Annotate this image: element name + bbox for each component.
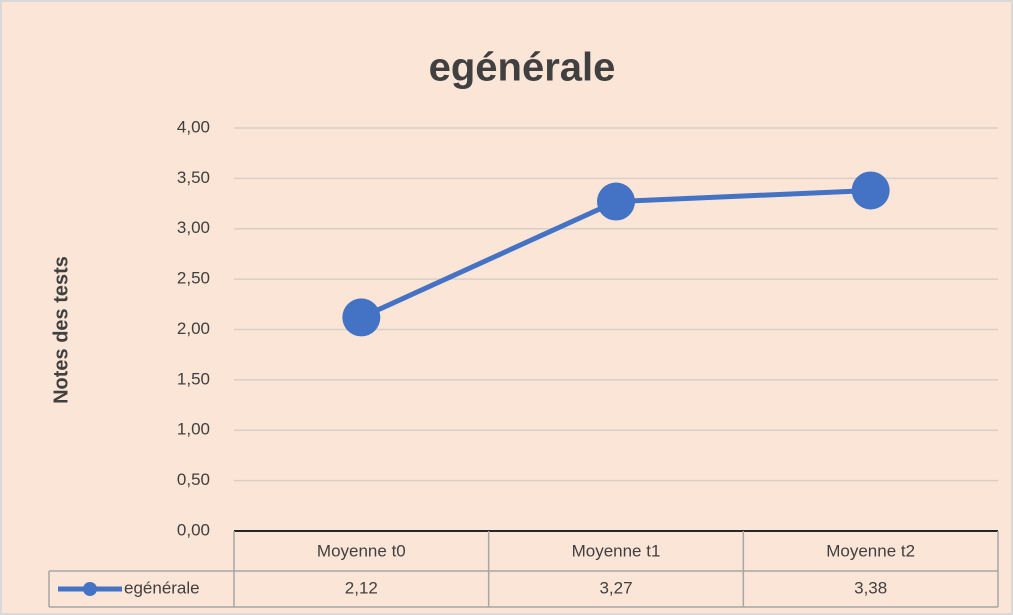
- data-table-value: 3,38: [854, 578, 887, 597]
- y-tick-label: 1,00: [177, 420, 210, 439]
- data-point: [851, 171, 890, 210]
- data-table-value: 3,27: [599, 578, 632, 597]
- y-tick-label: 0,00: [177, 520, 210, 539]
- y-tick-label: 4,00: [177, 117, 210, 136]
- legend-label: egénérale: [124, 578, 200, 597]
- chart-title: egénérale: [429, 46, 616, 90]
- data-table-value: 2,12: [345, 578, 378, 597]
- x-tick-label: Moyenne t2: [826, 541, 915, 560]
- y-tick-label: 2,50: [177, 269, 210, 288]
- y-tick-label: 2,00: [177, 319, 210, 338]
- legend-marker: [83, 582, 97, 596]
- data-point: [597, 182, 635, 221]
- y-tick-label: 0,50: [177, 470, 210, 489]
- y-tick-label: 3,50: [177, 168, 210, 187]
- y-tick-label: 3,00: [177, 218, 210, 237]
- data-point: [342, 298, 381, 337]
- y-axis-label: Notes des tests: [50, 256, 72, 404]
- y-tick-label: 1,50: [177, 369, 210, 388]
- x-tick-label: Moyenne t1: [572, 541, 661, 560]
- x-tick-label: Moyenne t0: [317, 541, 406, 560]
